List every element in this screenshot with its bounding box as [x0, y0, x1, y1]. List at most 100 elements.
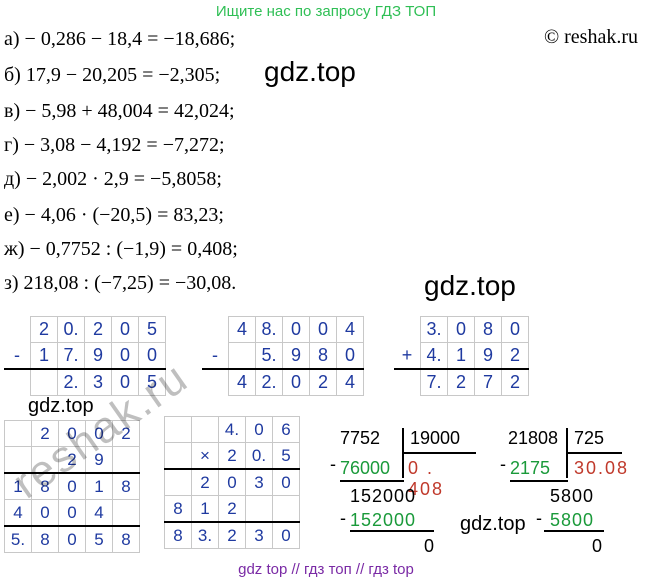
col5-cell: 3 — [245, 468, 273, 496]
footer-links: gdz top // гдз топ // гдз top — [238, 561, 414, 578]
col4-cell: 4 — [4, 499, 32, 527]
col4-cell: 2 — [58, 446, 86, 474]
div2-quotient: 30.08 — [574, 458, 630, 478]
div2-minus: - — [500, 454, 506, 474]
col5-cell: 3 — [245, 521, 273, 549]
col5-cell — [191, 416, 219, 443]
col5-cell: 0 — [272, 521, 300, 549]
div1-divisor: 19000 — [410, 428, 461, 448]
plus-sign: + — [394, 342, 421, 370]
div1-line — [350, 530, 434, 532]
solution-line-z: з) 218,08 : (−7,25) = −30,08. — [4, 272, 237, 294]
col4-cell — [4, 420, 32, 447]
col3-cell — [394, 317, 421, 343]
col2-cell: 4 — [336, 368, 364, 396]
col5-cell — [245, 495, 273, 523]
col1-cell: 0. — [57, 316, 85, 343]
col5-cell: 0 — [245, 416, 273, 443]
solution-line-g: г) − 3,08 − 4,192 = −7,272; — [4, 134, 225, 156]
col1-cell — [4, 369, 31, 396]
div2-line — [510, 480, 568, 482]
col1-cell: 0 — [111, 342, 139, 370]
col3-cell: 2 — [501, 368, 529, 396]
div1-rest: 0 — [424, 536, 435, 556]
col3-cell: 9 — [474, 342, 502, 370]
div2-bracket — [566, 428, 568, 478]
col4-cell: 2 — [112, 420, 140, 447]
solution-line-a: а) − 0,286 − 18,4 = −18,686; — [4, 28, 236, 50]
col4-cell: 8 — [112, 472, 140, 500]
col2-cell: 0 — [282, 368, 310, 396]
div1-dividend: 7752 — [340, 428, 381, 448]
col5-cell: 2 — [218, 521, 246, 549]
div1-remainder: 152000 — [350, 486, 417, 506]
col1-cell — [30, 368, 58, 396]
watermark-3: gdz.top — [28, 395, 94, 417]
col1-cell: 2 — [84, 316, 112, 343]
col4-cell — [112, 499, 140, 527]
div2-divisor: 725 — [574, 428, 605, 448]
col4-cell: 8 — [112, 525, 140, 553]
column-multiplication-2: 4. 0 6 × 2 0. 5 2 0 3 0 8 1 2 8 3. 2 3 0 — [164, 416, 300, 549]
solution-line-e: е) − 4,06 · (−20,5) = 83,23; — [4, 204, 224, 226]
col4-cell: 8 — [31, 525, 59, 553]
col4-cell: 4 — [85, 499, 113, 527]
div2-sub2: 5800 — [550, 510, 595, 530]
col3-cell: 7 — [474, 368, 502, 396]
col5-cell — [272, 495, 300, 523]
col4-cell: 5 — [85, 525, 113, 553]
col2-cell: 2 — [309, 368, 337, 396]
col5-cell: 3. — [191, 521, 219, 549]
col5-cell: 6 — [272, 416, 300, 443]
col4-cell: 8 — [31, 472, 59, 500]
col1-cell: 5 — [138, 316, 166, 343]
col5-cell: 4. — [218, 416, 246, 443]
col3-cell: 2 — [447, 368, 475, 396]
div1-sub1: 76000 — [340, 458, 391, 478]
col1-cell: 7. — [57, 342, 85, 370]
minus-sign: - — [4, 342, 31, 370]
col5-cell: 2 — [191, 468, 219, 496]
solution-line-d: д) − 2,002 · 2,9 = −5,8058; — [4, 168, 222, 190]
div2-sub1: 2175 — [510, 458, 551, 478]
col2-cell: 5. — [255, 342, 283, 370]
minus-sign: - — [202, 342, 229, 370]
col2-cell: 2. — [255, 368, 283, 396]
col2-cell: 0 — [282, 316, 310, 343]
col5-cell: 0 — [218, 468, 246, 496]
solution-line-b: б) 17,9 − 20,205 = −2,305; — [4, 64, 221, 86]
col1-cell: 0 — [111, 316, 139, 343]
times-sign: × — [191, 442, 219, 470]
col1-cell: 9 — [84, 342, 112, 370]
col3-cell: 0 — [447, 316, 475, 343]
col2-cell: 8 — [309, 342, 337, 370]
col3-cell: 3. — [420, 316, 448, 343]
col3-cell: 2 — [501, 342, 529, 370]
col4-cell — [112, 446, 140, 474]
div2-line — [544, 530, 604, 532]
col5-cell — [164, 468, 192, 496]
div1-bracket — [402, 428, 404, 478]
copyright: © reshak.ru — [543, 26, 638, 48]
col5-cell: 0. — [245, 442, 273, 470]
column-addition: 3. 0 8 0 + 4. 1 9 2 7. 2 7 2 — [394, 316, 529, 396]
col1-cell — [4, 317, 31, 343]
div2-remainder: 5800 — [550, 486, 595, 506]
col3-cell: 8 — [474, 316, 502, 343]
col2-cell: 0 — [336, 342, 364, 370]
col4-cell — [31, 446, 59, 474]
col1-cell: 0 — [138, 342, 166, 370]
col2-cell: 4 — [336, 316, 364, 343]
div1-minus-2: - — [340, 508, 346, 528]
col5-cell: 2 — [218, 442, 246, 470]
col5-cell: 1 — [191, 495, 219, 523]
div2-rest: 0 — [592, 536, 603, 556]
col2-cell — [202, 317, 229, 343]
col5-cell — [164, 442, 192, 470]
div1-minus: - — [330, 454, 336, 474]
col1-cell: 2 — [30, 316, 58, 343]
col4-cell: 0 — [85, 420, 113, 447]
watermark-4: gdz.top — [460, 513, 526, 535]
col2-cell: 9 — [282, 342, 310, 370]
column-multiplication-1: 2 0 0 2 2 9 1 8 0 1 8 4 0 0 4 5. 8 0 5 8 — [4, 420, 140, 553]
